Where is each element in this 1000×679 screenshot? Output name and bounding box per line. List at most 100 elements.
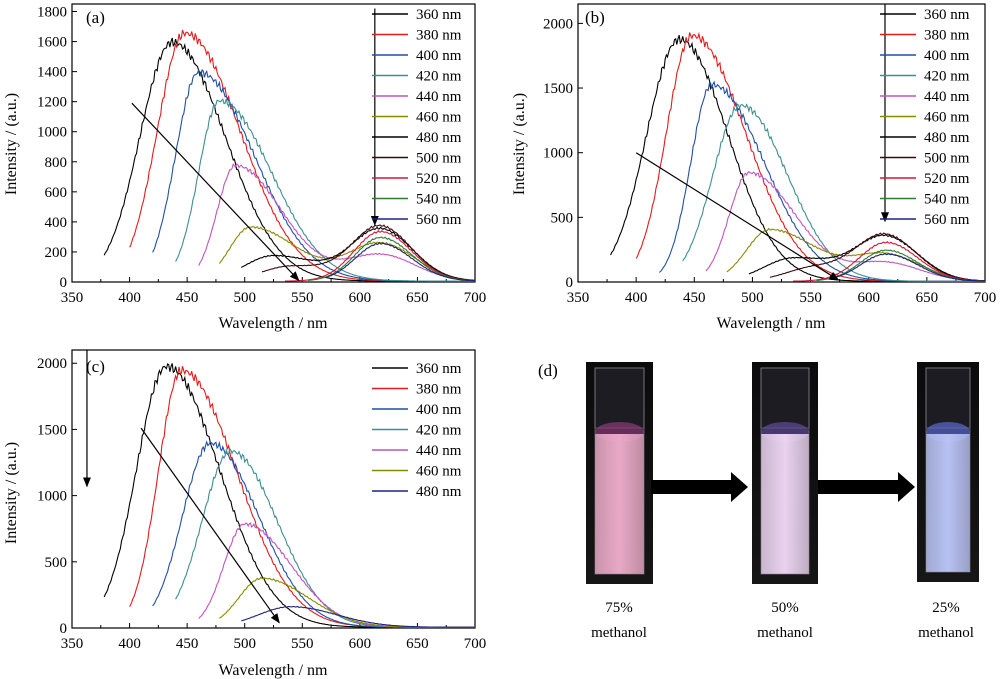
x-tick-label: 400 xyxy=(118,290,141,306)
x-tick-label: 450 xyxy=(683,290,706,306)
chart-panel-c: 350 400 450 500 550 600 650 700 0 500 1000 1500 2000… xyxy=(3,349,487,679)
legend-label: 560 nm xyxy=(416,212,462,228)
y-tick-label: 500 xyxy=(551,210,574,226)
legend-label: 520 nm xyxy=(924,171,970,187)
series-line-560nm xyxy=(327,242,475,282)
panel-label-b: (b) xyxy=(585,8,605,27)
series-line-420nm xyxy=(175,98,475,282)
x-tick-label: 400 xyxy=(625,290,648,306)
legend-label: 480 nm xyxy=(924,130,970,146)
x-tick-label: 600 xyxy=(857,290,880,306)
legend-label: 540 nm xyxy=(416,192,462,208)
legend-label: 360 nm xyxy=(416,361,462,377)
y-tick-label: 1800 xyxy=(37,5,67,21)
photo-caption-solvent-75: methanol xyxy=(591,625,647,641)
photo-caption-pct-25: 25% xyxy=(932,600,960,616)
x-tick-label: 550 xyxy=(291,636,314,652)
x-tick-label: 650 xyxy=(406,290,429,306)
legend-label: 360 nm xyxy=(416,7,462,23)
legend-label: 520 nm xyxy=(416,171,462,187)
photo-caption-solvent-50: methanol xyxy=(757,625,813,641)
legend-label: 380 nm xyxy=(416,28,462,44)
series-line-540nm xyxy=(307,236,476,282)
legend-label: 420 nm xyxy=(924,69,970,85)
x-tick-label: 350 xyxy=(61,290,84,306)
y-tick-label: 200 xyxy=(45,245,68,261)
y-tick-label: 2000 xyxy=(37,356,67,372)
y-tick-label: 1200 xyxy=(37,95,67,111)
cuvette-top xyxy=(760,367,810,429)
y-tick-label: 1000 xyxy=(37,489,67,505)
cuvette-outline xyxy=(594,367,645,575)
y-tick-label: 1600 xyxy=(37,35,67,51)
y-tick-label: 800 xyxy=(45,155,68,171)
legend-label: 400 nm xyxy=(416,48,462,64)
plot-area-a: 350 400 450 500 550 600 650 700 0 200 400 600 800 100… xyxy=(37,3,487,306)
legend-label: 440 nm xyxy=(416,89,462,105)
panel-label-a: (a) xyxy=(86,8,105,27)
legend-label: 460 nm xyxy=(924,110,970,126)
legend-label: 560 nm xyxy=(924,212,970,228)
y-tick-label: 1000 xyxy=(37,125,67,141)
series-line-560nm xyxy=(835,252,985,282)
x-tick-label: 400 xyxy=(118,636,141,652)
legend-label: 400 nm xyxy=(416,402,462,418)
y-tick-label: 1000 xyxy=(543,146,573,162)
x-axis-label-b: Wavelength / nm xyxy=(717,315,826,332)
series-line-460nm xyxy=(726,227,986,282)
trend-arrow xyxy=(140,427,280,624)
photo-panel-d: (d) 75% methanol 50% methanol 25% methan… xyxy=(538,361,979,641)
y-tick-label: 1500 xyxy=(37,422,67,438)
legend-label: 420 nm xyxy=(416,69,462,85)
series-line-440nm xyxy=(705,170,985,282)
chart-panel-a: 350 400 450 500 550 600 650 700 0 200 400 600 800 100… xyxy=(3,3,487,332)
series-line-480nm xyxy=(748,233,986,282)
x-tick-label: 450 xyxy=(176,636,199,652)
y-axis-label-c: Intensity / (a.u.) xyxy=(3,442,20,544)
series-line-520nm xyxy=(285,229,476,282)
chart-panel-b: 350 400 450 500 550 600 650 700 0 500 1000 1500 2000… xyxy=(511,3,997,332)
series-line-440nm xyxy=(198,522,475,628)
x-tick-label: 600 xyxy=(349,636,372,652)
legend-label: 480 nm xyxy=(416,484,462,500)
y-tick-label: 0 xyxy=(60,275,68,291)
fluorescent-liquid xyxy=(595,434,644,574)
right-arrow-icon xyxy=(818,472,915,502)
y-tick-label: 400 xyxy=(45,215,68,231)
cuvette-top xyxy=(925,367,971,429)
fluorescent-liquid xyxy=(926,434,970,572)
y-tick-label: 0 xyxy=(60,621,68,637)
series-line-500nm xyxy=(769,232,985,282)
x-tick-label: 500 xyxy=(233,290,256,306)
legend-label: 420 nm xyxy=(416,423,462,439)
y-axis-label-a: Intensity / (a.u.) xyxy=(3,93,20,195)
x-tick-label: 350 xyxy=(61,636,84,652)
photo-caption-pct-50: 50% xyxy=(771,600,799,616)
plot-area-b: 350 400 450 500 550 600 650 700 0 500 1000 1500 2000… xyxy=(543,3,997,306)
x-tick-label: 500 xyxy=(233,636,256,652)
fluorescent-liquid xyxy=(761,434,809,574)
legend-label: 400 nm xyxy=(924,48,970,64)
legend-label: 460 nm xyxy=(416,464,462,480)
x-tick-label: 600 xyxy=(349,290,372,306)
y-tick-label: 0 xyxy=(566,275,574,291)
series-line-520nm xyxy=(793,240,985,282)
x-tick-label: 700 xyxy=(464,290,487,306)
legend-label: 380 nm xyxy=(924,28,970,44)
x-tick-label: 700 xyxy=(974,290,997,306)
trend-arrow xyxy=(635,152,840,281)
cuvette-outline xyxy=(760,367,810,575)
legend-label: 360 nm xyxy=(924,7,970,23)
y-tick-label: 2000 xyxy=(543,16,573,32)
cuvette-photo-75 xyxy=(586,362,653,584)
x-tick-label: 650 xyxy=(916,290,939,306)
legend-label: 440 nm xyxy=(924,89,970,105)
legend-label: 460 nm xyxy=(416,110,462,126)
series-line-480nm xyxy=(241,605,475,628)
x-tick-label: 650 xyxy=(406,636,429,652)
x-tick-label: 350 xyxy=(567,290,590,306)
y-tick-label: 1400 xyxy=(37,65,67,81)
x-tick-label: 700 xyxy=(464,636,487,652)
panel-label-d: (d) xyxy=(538,361,558,380)
